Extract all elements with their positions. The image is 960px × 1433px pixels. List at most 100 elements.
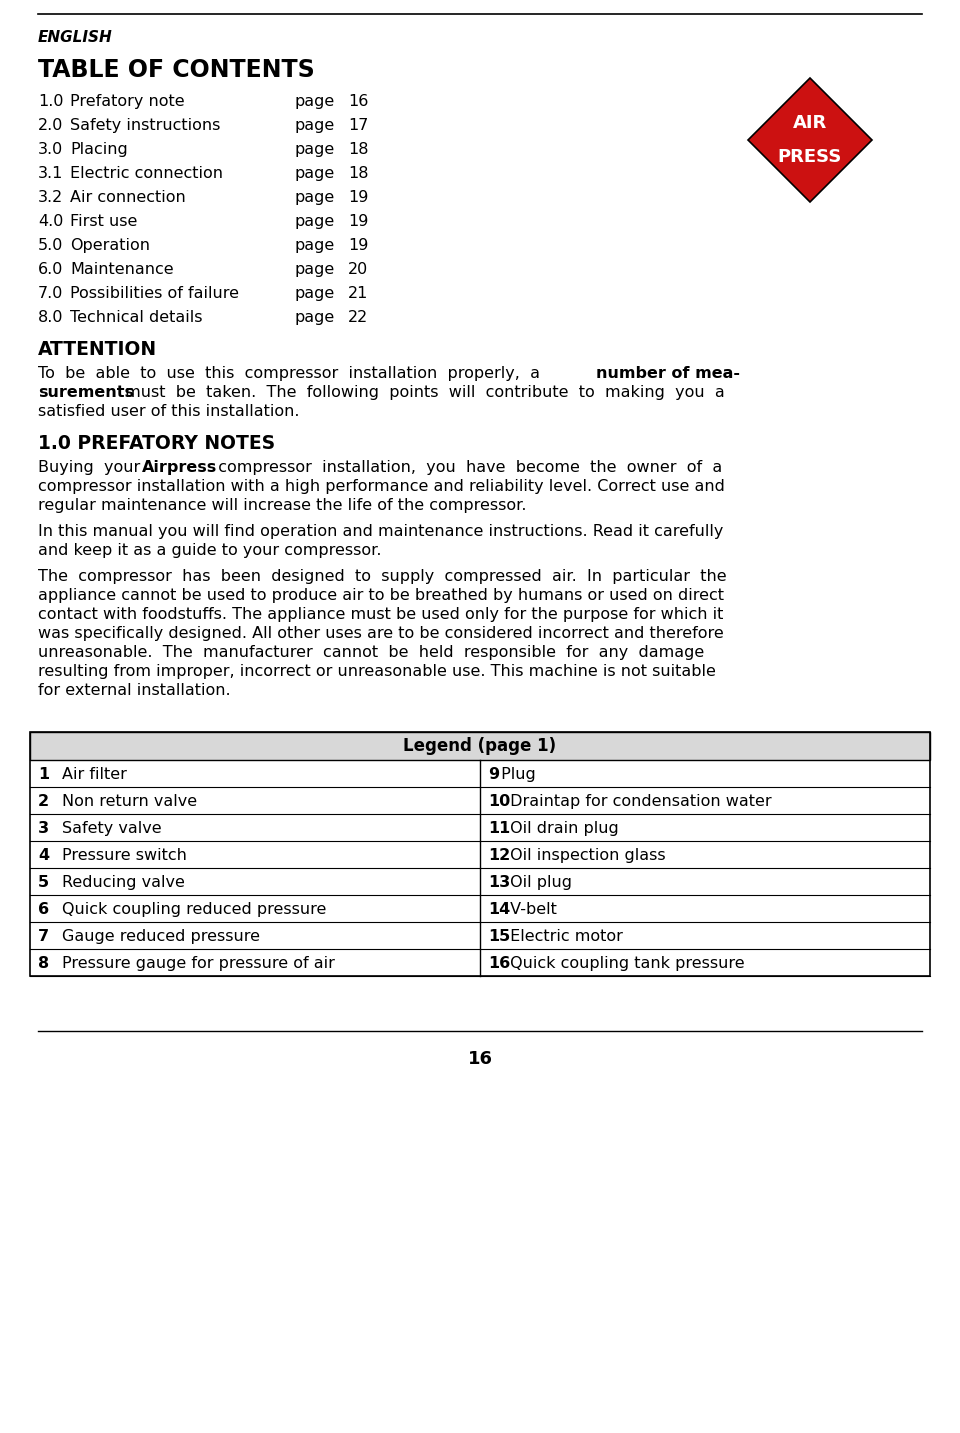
Text: 8: 8 [38,956,49,970]
Text: 14: 14 [488,901,511,917]
Text: First use: First use [70,214,137,229]
Text: 16: 16 [488,956,511,970]
Text: Prefatory note: Prefatory note [70,95,184,109]
Text: 3.0: 3.0 [38,142,63,158]
Text: satisfied user of this installation.: satisfied user of this installation. [38,404,300,418]
Text: 21: 21 [348,287,369,301]
Polygon shape [748,77,872,202]
Text: 19: 19 [348,191,369,205]
Text: page: page [295,118,335,133]
Text: 5: 5 [38,874,49,890]
Text: Airpress: Airpress [142,460,217,474]
Text: 5.0: 5.0 [38,238,63,254]
Text: Air connection: Air connection [70,191,185,205]
Text: Quick coupling reduced pressure: Quick coupling reduced pressure [62,901,326,917]
Text: Maintenance: Maintenance [70,262,174,277]
Text: compressor  installation,  you  have  become  the  owner  of  a: compressor installation, you have become… [208,460,722,474]
Text: was specifically designed. All other uses are to be considered incorrect and the: was specifically designed. All other use… [38,626,724,641]
Text: resulting from improper, incorrect or unreasonable use. This machine is not suit: resulting from improper, incorrect or un… [38,663,716,679]
Text: TABLE OF CONTENTS: TABLE OF CONTENTS [38,57,315,82]
Text: 10: 10 [488,794,511,808]
Text: 19: 19 [348,238,369,254]
Text: Oil drain plug: Oil drain plug [505,821,619,835]
Text: unreasonable.  The  manufacturer  cannot  be  held  responsible  for  any  damag: unreasonable. The manufacturer cannot be… [38,645,705,661]
Bar [30,732,930,759]
Text: Technical details: Technical details [70,310,203,325]
Text: appliance cannot be used to produce air to be breathed by humans or used on dire: appliance cannot be used to produce air … [38,588,724,603]
Text: 11: 11 [488,821,511,835]
Text: 2.0: 2.0 [38,118,63,133]
Text: 9: 9 [488,767,499,781]
Text: 4.0: 4.0 [38,214,63,229]
Text: page: page [295,310,335,325]
Text: 16: 16 [348,95,369,109]
Text: page: page [295,238,335,254]
Text: 2: 2 [38,794,49,808]
Text: Placing: Placing [70,142,128,158]
Text: Oil plug: Oil plug [505,874,572,890]
Text: page: page [295,95,335,109]
Text: ATTENTION: ATTENTION [38,340,157,360]
Text: 7.0: 7.0 [38,287,63,301]
Text: 15: 15 [488,929,511,943]
Text: Electric connection: Electric connection [70,166,223,181]
Text: page: page [295,287,335,301]
Text: 13: 13 [488,874,511,890]
Text: regular maintenance will increase the life of the compressor.: regular maintenance will increase the li… [38,499,526,513]
Text: page: page [295,214,335,229]
Text: Safety valve: Safety valve [62,821,161,835]
Text: Plug: Plug [496,767,537,781]
Text: 12: 12 [488,847,511,863]
Text: 22: 22 [348,310,369,325]
Text: Non return valve: Non return valve [62,794,197,808]
Text: and keep it as a guide to your compressor.: and keep it as a guide to your compresso… [38,543,381,557]
Text: 18: 18 [348,142,369,158]
Text: Draintap for condensation water: Draintap for condensation water [505,794,772,808]
Text: 17: 17 [348,118,369,133]
Text: must  be  taken.  The  following  points  will  contribute  to  making  you  a: must be taken. The following points will… [120,385,725,400]
Text: The  compressor  has  been  designed  to  supply  compressed  air.  In  particul: The compressor has been designed to supp… [38,569,727,585]
Text: contact with foodstuffs. The appliance must be used only for the purpose for whi: contact with foodstuffs. The appliance m… [38,608,724,622]
Text: page: page [295,142,335,158]
Text: for external installation.: for external installation. [38,684,230,698]
Text: In this manual you will find operation and maintenance instructions. Read it car: In this manual you will find operation a… [38,524,724,539]
Text: Oil inspection glass: Oil inspection glass [505,847,665,863]
Text: 1: 1 [38,767,49,781]
Text: 1.0: 1.0 [38,95,63,109]
Text: To  be  able  to  use  this  compressor  installation  properly,  a: To be able to use this compressor instal… [38,365,545,381]
Text: page: page [295,191,335,205]
Text: 8.0: 8.0 [38,310,63,325]
Text: ENGLISH: ENGLISH [38,30,112,44]
Text: 20: 20 [348,262,369,277]
Bar [30,732,930,976]
Text: page: page [295,262,335,277]
Text: 7: 7 [38,929,49,943]
Text: V-belt: V-belt [505,901,557,917]
Text: Safety instructions: Safety instructions [70,118,221,133]
Text: surements: surements [38,385,134,400]
Text: 4: 4 [38,847,49,863]
Text: Legend (page 1): Legend (page 1) [403,737,557,755]
Text: 6: 6 [38,901,49,917]
Text: 19: 19 [348,214,369,229]
Text: Buying  your: Buying your [38,460,151,474]
Text: PRESS: PRESS [778,148,842,166]
Text: Air filter: Air filter [62,767,127,781]
Text: Pressure switch: Pressure switch [62,847,187,863]
Text: 3.1: 3.1 [38,166,63,181]
Text: Reducing valve: Reducing valve [62,874,185,890]
Text: 18: 18 [348,166,369,181]
Text: Gauge reduced pressure: Gauge reduced pressure [62,929,260,943]
Text: 16: 16 [468,1050,492,1068]
Text: Electric motor: Electric motor [505,929,623,943]
Text: Possibilities of failure: Possibilities of failure [70,287,239,301]
Text: 3: 3 [38,821,49,835]
Text: 3.2: 3.2 [38,191,63,205]
Text: AIR: AIR [793,115,828,132]
Text: compressor installation with a high performance and reliability level. Correct u: compressor installation with a high perf… [38,479,725,494]
Text: 6.0: 6.0 [38,262,63,277]
Text: Quick coupling tank pressure: Quick coupling tank pressure [505,956,745,970]
Text: Pressure gauge for pressure of air: Pressure gauge for pressure of air [62,956,335,970]
Text: 1.0 PREFATORY NOTES: 1.0 PREFATORY NOTES [38,434,276,453]
Text: page: page [295,166,335,181]
